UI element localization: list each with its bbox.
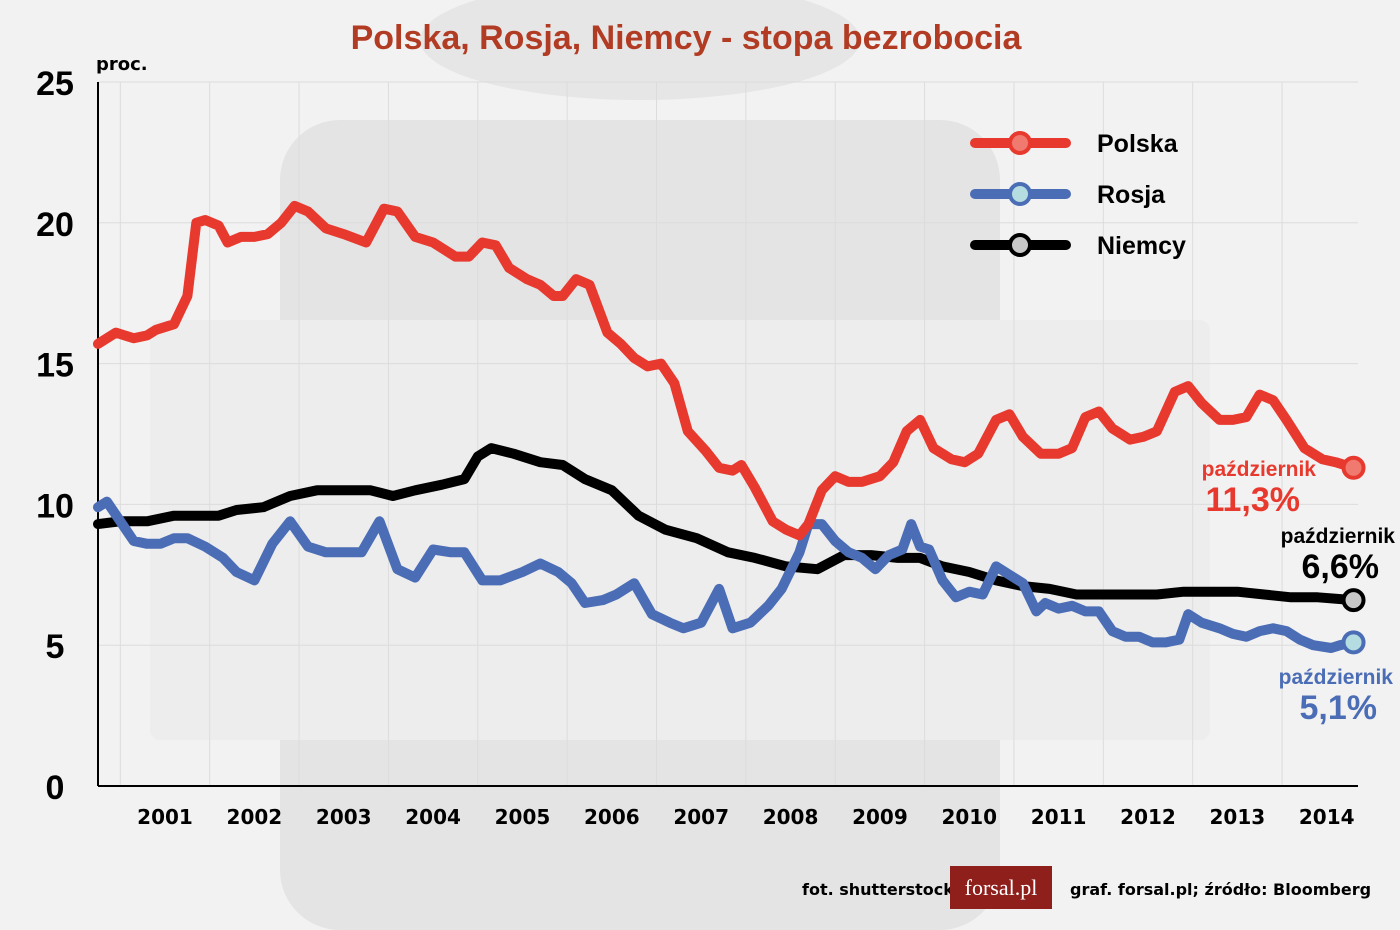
series-line-polska	[93, 200, 1359, 541]
legend-label: Niemcy	[1097, 232, 1186, 260]
y-tick-label: 5	[46, 628, 65, 666]
x-tick-label: 2010	[941, 805, 997, 829]
y-tick-label: 25	[36, 65, 74, 103]
y-axis-unit-label: proc.	[96, 54, 148, 75]
end-label-month: październik	[1279, 666, 1394, 689]
x-tick-label: 2007	[673, 805, 729, 829]
legend-item-rosja: Rosja	[970, 181, 1166, 209]
legend-swatch-marker	[1008, 233, 1032, 257]
x-tick-label: 2004	[405, 805, 461, 829]
end-label-month: październik	[1202, 458, 1317, 481]
end-label-value: 6,6%	[1302, 548, 1380, 586]
forsal-logo[interactable]: forsal.pl	[950, 866, 1052, 909]
series-lines	[93, 200, 1366, 655]
source-note: graf. forsal.pl; źródło: Bloomberg	[1070, 880, 1371, 899]
x-tick-label: 2001	[137, 805, 193, 829]
x-tick-label: 2013	[1210, 805, 1266, 829]
x-tick-label: 2003	[316, 805, 372, 829]
legend-item-polska: Polska	[970, 130, 1179, 158]
chart-title: Polska, Rosja, Niemcy - stopa bezrobocia	[351, 19, 1023, 57]
x-tick-label: 2009	[852, 805, 908, 829]
y-tick-label: 15	[36, 347, 74, 385]
x-tick-label: 2012	[1120, 805, 1176, 829]
footer: fot. shutterstock forsal.pl graf. forsal…	[802, 866, 1371, 909]
logo-text: forsal.pl	[965, 875, 1038, 900]
series-line-rosja	[93, 496, 1359, 653]
legend-label: Rosja	[1097, 181, 1166, 209]
series-line-niemcy	[93, 443, 1359, 606]
x-tick-label: 2008	[763, 805, 819, 829]
legend-label: Polska	[1097, 130, 1179, 158]
x-tick-labels: 2001 2002 2003 2004 2005 2006 2007 2008 2009 2010…	[137, 805, 1354, 829]
end-label-value: 5,1%	[1300, 689, 1378, 727]
legend-swatch-marker	[1008, 182, 1032, 206]
x-tick-label: 2006	[584, 805, 640, 829]
legend: Polska Rosja Niemcy	[970, 130, 1186, 260]
end-point-rosja	[1341, 630, 1366, 655]
axes	[97, 82, 1358, 787]
y-tick-label: 20	[36, 206, 74, 244]
x-tick-label: 2005	[495, 805, 551, 829]
end-label-value: 11,3%	[1205, 481, 1300, 519]
y-tick-labels: 0 5 10 15 20 25	[36, 65, 74, 807]
end-point-niemcy	[1341, 588, 1366, 613]
end-labels: październik11,3%październik5,1%październ…	[1202, 458, 1396, 727]
end-point-polska	[1341, 455, 1366, 480]
legend-item-niemcy: Niemcy	[970, 232, 1186, 260]
y-tick-label: 0	[46, 769, 65, 807]
photo-credit: fot. shutterstock	[802, 880, 954, 899]
x-tick-label: 2002	[227, 805, 283, 829]
x-tick-label: 2011	[1031, 805, 1087, 829]
legend-swatch-marker	[1008, 131, 1032, 155]
y-tick-label: 10	[36, 487, 74, 525]
end-label-month: październik	[1281, 525, 1396, 548]
x-tick-label: 2014	[1299, 805, 1355, 829]
